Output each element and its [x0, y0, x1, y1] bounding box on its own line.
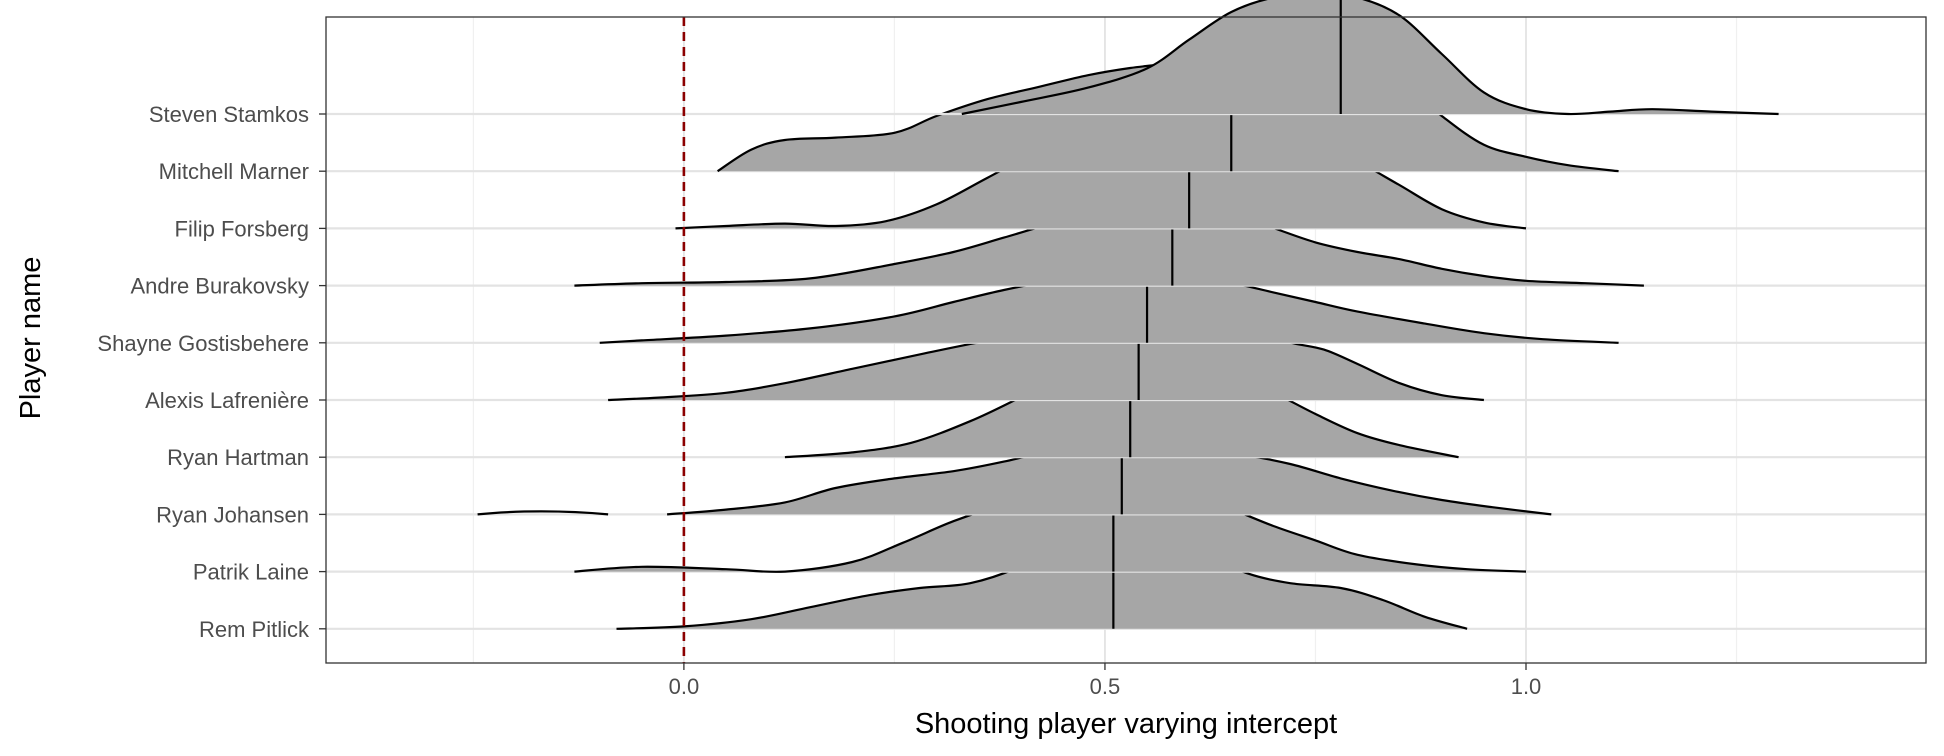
y-tick-label: Ryan Hartman: [167, 445, 309, 470]
y-tick-label: Ryan Johansen: [156, 502, 309, 527]
y-axis: Steven Stamkos Mitchell Marner Filip Forsb…: [97, 102, 326, 642]
y-tick-label: Steven Stamkos: [149, 102, 309, 127]
y-tick-label: Shayne Gostisbehere: [97, 331, 309, 356]
y-tick-label: Mitchell Marner: [159, 159, 309, 184]
density-fill: [599, 273, 1619, 343]
x-axis: 0.0 0.5 1.0: [669, 663, 1542, 699]
density-tail: [477, 510, 609, 516]
x-tick-label: 0.5: [1090, 674, 1121, 699]
ridges: [326, 0, 1926, 630]
density-fill: [574, 484, 1526, 572]
ridge-ryan-johansen: [326, 441, 1926, 516]
y-axis-title: Player name: [15, 257, 47, 420]
y-tick-label: Alexis Lafrenière: [145, 388, 309, 413]
x-axis-title: Shooting player varying intercept: [915, 708, 1337, 740]
ridge-steven-stamkos: [326, 0, 1926, 116]
density-fill: [784, 361, 1459, 458]
y-tick-label: Patrik Laine: [193, 560, 309, 585]
y-tick-label: Andre Burakovsky: [130, 274, 309, 299]
density-outline: [961, 0, 1779, 116]
density-fill: [574, 207, 1644, 286]
density-fill: [667, 442, 1552, 515]
y-tick-label: Filip Forsberg: [175, 216, 309, 241]
y-tick-label: Rem Pitlick: [199, 617, 310, 642]
panel-border: [325, 16, 1927, 664]
density-fill: [961, 0, 1779, 115]
x-tick-label: 0.0: [669, 674, 700, 699]
x-tick-label: 1.0: [1511, 674, 1542, 699]
